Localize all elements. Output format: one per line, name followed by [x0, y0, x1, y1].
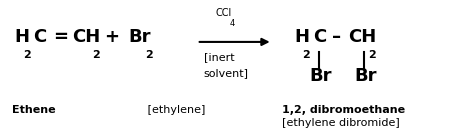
Text: C: C: [33, 28, 46, 46]
Text: Br: Br: [128, 28, 150, 46]
Text: solvent]: solvent]: [204, 68, 249, 78]
Text: Ethene: Ethene: [12, 105, 55, 115]
Text: [ethylene]: [ethylene]: [144, 105, 205, 115]
Text: 1,2, dibromoethane: 1,2, dibromoethane: [282, 105, 405, 115]
Text: [ethylene dibromide]: [ethylene dibromide]: [282, 118, 400, 128]
Text: 2: 2: [368, 50, 376, 60]
Text: 2: 2: [146, 50, 153, 60]
Text: CCl: CCl: [216, 8, 232, 18]
Text: CH: CH: [348, 28, 377, 46]
Text: C: C: [313, 28, 326, 46]
Text: 2: 2: [92, 50, 100, 60]
Text: H: H: [294, 28, 309, 46]
Text: Br: Br: [355, 67, 377, 85]
Text: Br: Br: [309, 67, 331, 85]
Text: H: H: [14, 28, 29, 46]
Text: [inert: [inert: [204, 52, 235, 62]
Text: 4: 4: [230, 19, 235, 28]
Text: =: =: [53, 28, 68, 46]
Text: 2: 2: [23, 50, 30, 60]
Text: +: +: [104, 28, 119, 46]
Text: 2: 2: [302, 50, 310, 60]
Text: –: –: [332, 28, 341, 46]
Text: CH: CH: [72, 28, 100, 46]
